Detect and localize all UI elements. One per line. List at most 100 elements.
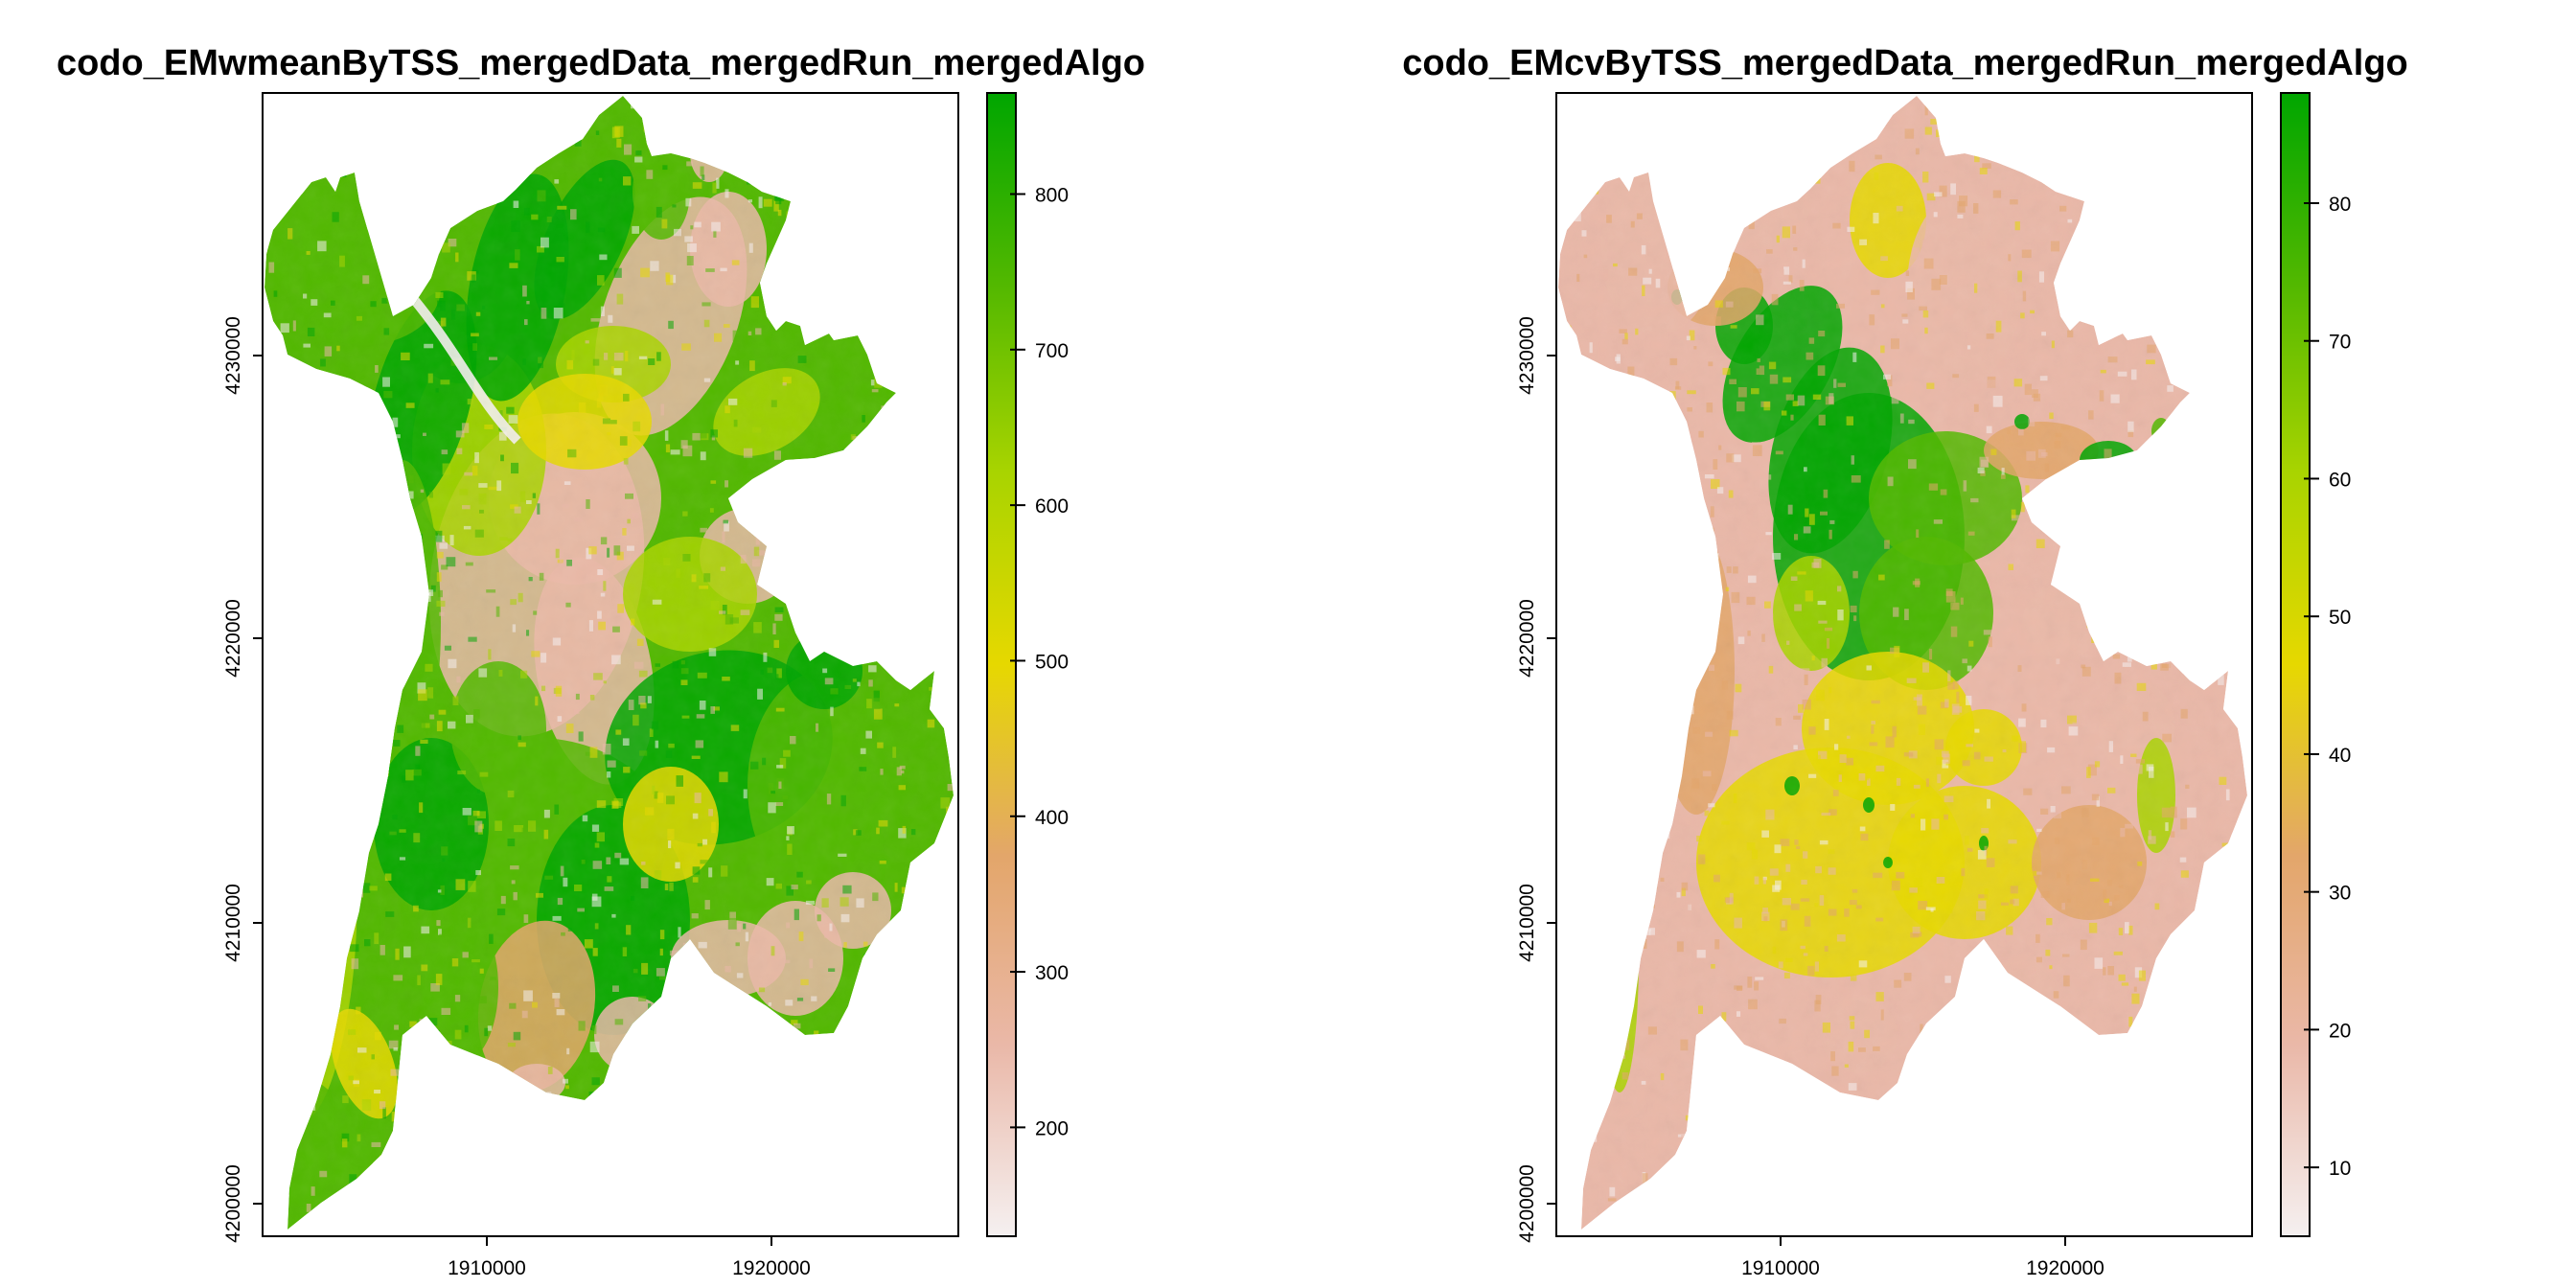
map-pixel <box>441 1185 446 1190</box>
map-pixel <box>2237 1077 2246 1086</box>
map-pixel <box>2076 154 2080 159</box>
map-pixel <box>1642 103 1651 110</box>
map-pixel <box>1687 124 1695 134</box>
map-pixel <box>2209 1112 2216 1118</box>
map-pixel <box>392 472 402 476</box>
map-pixel <box>663 1087 672 1098</box>
map-pixel <box>1685 231 1694 239</box>
map-pixel <box>383 1220 388 1229</box>
map-pixel <box>1594 487 1602 494</box>
map-pixel <box>463 102 472 106</box>
map-pixel <box>2196 1043 2203 1054</box>
map-pixel <box>2245 820 2247 824</box>
map-pixel <box>387 275 393 285</box>
map-pixel <box>1990 1120 1997 1126</box>
map-pixel <box>950 393 954 404</box>
map-pixel <box>2077 133 2086 145</box>
map-pixel <box>2196 443 2205 447</box>
map-pixel <box>1601 870 1608 880</box>
map-pixel <box>2242 173 2247 184</box>
map-pixel <box>1695 509 1705 517</box>
y-tick-label: 4220000 <box>1516 599 1538 678</box>
legend-colorbar <box>986 92 1017 1237</box>
map-pixel <box>515 1166 521 1172</box>
map-pixel <box>862 465 867 472</box>
map-pixel <box>468 1055 472 1064</box>
map-pixel <box>270 197 276 207</box>
map-pixel <box>297 776 303 788</box>
map-pixel <box>767 1069 772 1076</box>
map-pixel <box>451 1161 456 1167</box>
map-pixel <box>2145 124 2154 131</box>
map-pixel <box>300 977 307 986</box>
map-pixel <box>1936 1038 1944 1044</box>
map-pixel <box>1995 147 2005 158</box>
map-pixel <box>2240 218 2243 222</box>
map-pixel <box>2191 1203 2198 1209</box>
map-pixel <box>775 174 784 181</box>
map-pixel <box>916 119 924 123</box>
map-pixel <box>1660 635 1667 644</box>
map-pixel <box>718 1000 724 1006</box>
map-pixel <box>917 545 925 550</box>
map-pixel <box>2029 1130 2036 1141</box>
map-pixel <box>1765 169 1771 177</box>
map-pixel <box>1709 219 1718 228</box>
map-pixel <box>2059 509 2066 516</box>
map-pixel <box>1696 107 1702 113</box>
map-pixel <box>1987 992 1991 999</box>
map-pixel <box>902 539 910 551</box>
map-pixel <box>2109 632 2119 638</box>
map-pixel <box>273 696 277 701</box>
map-pixel <box>2198 126 2208 133</box>
map-pixel <box>2205 651 2214 656</box>
map-pixel <box>1801 1133 1808 1140</box>
map-pixel <box>835 533 842 544</box>
map-pixel <box>307 741 315 750</box>
map-pixel <box>438 217 443 226</box>
map-pixel <box>2215 601 2220 609</box>
map-pixel <box>1676 484 1685 494</box>
map-pixel <box>362 388 369 395</box>
map-pixel <box>874 1023 881 1028</box>
map-pixel <box>2158 1197 2167 1202</box>
map-pixel <box>936 350 944 361</box>
map-pixel <box>509 128 518 137</box>
map-pixel <box>1726 1164 1733 1174</box>
map-pixel <box>2022 1027 2029 1032</box>
map-pixel <box>944 722 952 728</box>
map-pixel <box>851 586 858 589</box>
map-pixel <box>1806 1083 1812 1090</box>
map-pixel <box>1613 986 1620 994</box>
map-pixel <box>299 557 305 567</box>
map-pixel <box>939 382 945 388</box>
map-pixel <box>2159 618 2170 629</box>
map-pixel <box>2196 273 2202 285</box>
map-pixel <box>951 301 954 307</box>
map-pixel <box>1574 1219 1580 1226</box>
map-pixel <box>863 473 868 481</box>
map-pixel <box>311 376 315 381</box>
map-pixel <box>755 1101 761 1110</box>
map-pixel <box>918 453 924 460</box>
map-pixel <box>1926 1209 1931 1215</box>
legend-tick-label: 600 <box>1035 495 1069 518</box>
map-pixel <box>2229 334 2233 343</box>
map-pixel <box>2177 561 2183 570</box>
map-pixel <box>509 1206 513 1213</box>
map-pixel <box>364 854 369 859</box>
map-pixel <box>1584 1130 1593 1139</box>
map-pixel <box>696 1124 702 1131</box>
map-pixel <box>1704 1027 1708 1038</box>
map-pixel <box>1961 1091 1968 1095</box>
map-pixel <box>1648 391 1656 400</box>
map-pixel <box>798 1038 805 1047</box>
map-pixel <box>2020 122 2029 126</box>
map-pixel <box>623 1096 631 1105</box>
map-pixel <box>362 116 372 121</box>
map-pixel <box>521 1083 532 1090</box>
map-pixel <box>916 426 921 433</box>
map-pixel <box>919 651 930 662</box>
map-pixel <box>1793 1183 1801 1194</box>
map-pixel <box>2183 954 2193 958</box>
